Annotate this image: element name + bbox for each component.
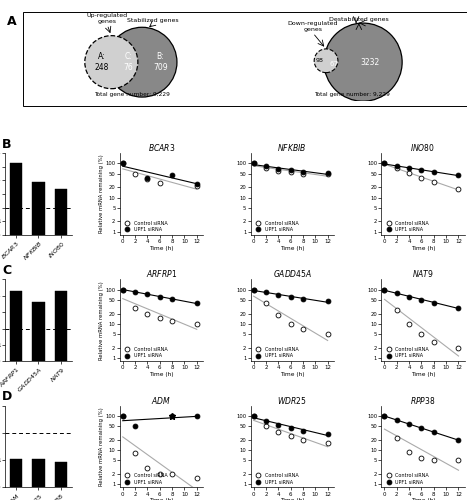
Bar <box>55 291 67 362</box>
X-axis label: Time (h): Time (h) <box>280 246 304 250</box>
Title: $\it{INO80}$: $\it{INO80}$ <box>410 142 436 153</box>
Title: $\it{RPP38}$: $\it{RPP38}$ <box>410 394 436 406</box>
Bar <box>10 162 22 235</box>
Text: 3232: 3232 <box>361 58 380 66</box>
Text: C: C <box>2 264 12 277</box>
Legend: Control siRNA, UPF1 siRNA: Control siRNA, UPF1 siRNA <box>384 346 430 359</box>
Text: Destabilized genes: Destabilized genes <box>329 18 389 22</box>
X-axis label: Time (h): Time (h) <box>149 498 174 500</box>
Y-axis label: Relative mRNA remaining (%): Relative mRNA remaining (%) <box>99 407 104 486</box>
Y-axis label: Relative mRNA remaining (%): Relative mRNA remaining (%) <box>99 154 104 234</box>
Bar <box>32 459 44 488</box>
Legend: Control siRNA, UPF1 siRNA: Control siRNA, UPF1 siRNA <box>122 346 168 359</box>
Text: A:
248: A: 248 <box>94 52 109 72</box>
Title: $\it{BCAR3}$: $\it{BCAR3}$ <box>148 142 175 153</box>
Legend: Control siRNA, UPF1 siRNA: Control siRNA, UPF1 siRNA <box>122 472 168 485</box>
X-axis label: Time (h): Time (h) <box>280 498 304 500</box>
Text: 67: 67 <box>330 60 339 66</box>
X-axis label: Time (h): Time (h) <box>410 246 435 250</box>
Text: A: A <box>7 15 17 28</box>
X-axis label: Time (h): Time (h) <box>410 372 435 377</box>
Bar <box>32 302 44 362</box>
Title: $\it{NFKBIB}$: $\it{NFKBIB}$ <box>277 142 307 153</box>
Text: 98: 98 <box>316 58 324 64</box>
Text: D: D <box>2 390 13 403</box>
Text: Down-regulated
genes: Down-regulated genes <box>288 22 338 32</box>
Bar <box>32 182 44 235</box>
Title: $\it{NAT9}$: $\it{NAT9}$ <box>412 268 434 280</box>
Legend: Control siRNA, UPF1 siRNA: Control siRNA, UPF1 siRNA <box>384 220 430 232</box>
Legend: Control siRNA, UPF1 siRNA: Control siRNA, UPF1 siRNA <box>253 472 299 485</box>
Title: $\it{ADM}$: $\it{ADM}$ <box>151 394 171 406</box>
X-axis label: Time (h): Time (h) <box>149 372 174 377</box>
Title: $\it{WDR25}$: $\it{WDR25}$ <box>277 394 307 406</box>
Bar <box>10 291 22 362</box>
Text: C:
76: C: 76 <box>123 52 133 72</box>
Text: Total gene number: 9,229: Total gene number: 9,229 <box>94 92 170 97</box>
X-axis label: Time (h): Time (h) <box>410 498 435 500</box>
Bar <box>55 188 67 235</box>
Text: B:
709: B: 709 <box>153 52 168 72</box>
Legend: Control siRNA, UPF1 siRNA: Control siRNA, UPF1 siRNA <box>253 346 299 359</box>
Text: Up-regulated
genes: Up-regulated genes <box>86 13 127 24</box>
Circle shape <box>107 28 177 97</box>
Title: $\it{GADD45A}$: $\it{GADD45A}$ <box>273 268 312 280</box>
Legend: Control siRNA, UPF1 siRNA: Control siRNA, UPF1 siRNA <box>384 472 430 485</box>
Title: $\it{ARFRP1}$: $\it{ARFRP1}$ <box>146 268 177 280</box>
Bar <box>55 462 67 487</box>
Circle shape <box>324 23 402 102</box>
Text: Stabilized genes: Stabilized genes <box>127 18 179 23</box>
Y-axis label: Relative mRNA remaining (%): Relative mRNA remaining (%) <box>99 281 104 359</box>
Text: B: B <box>2 138 12 150</box>
Legend: Control siRNA, UPF1 siRNA: Control siRNA, UPF1 siRNA <box>253 220 299 232</box>
X-axis label: Time (h): Time (h) <box>280 372 304 377</box>
Text: Total gene number: 9,229: Total gene number: 9,229 <box>314 92 390 97</box>
Bar <box>10 459 22 488</box>
X-axis label: Time (h): Time (h) <box>149 246 174 250</box>
Circle shape <box>314 49 338 72</box>
Legend: Control siRNA, UPF1 siRNA: Control siRNA, UPF1 siRNA <box>122 220 168 232</box>
Circle shape <box>85 36 138 88</box>
